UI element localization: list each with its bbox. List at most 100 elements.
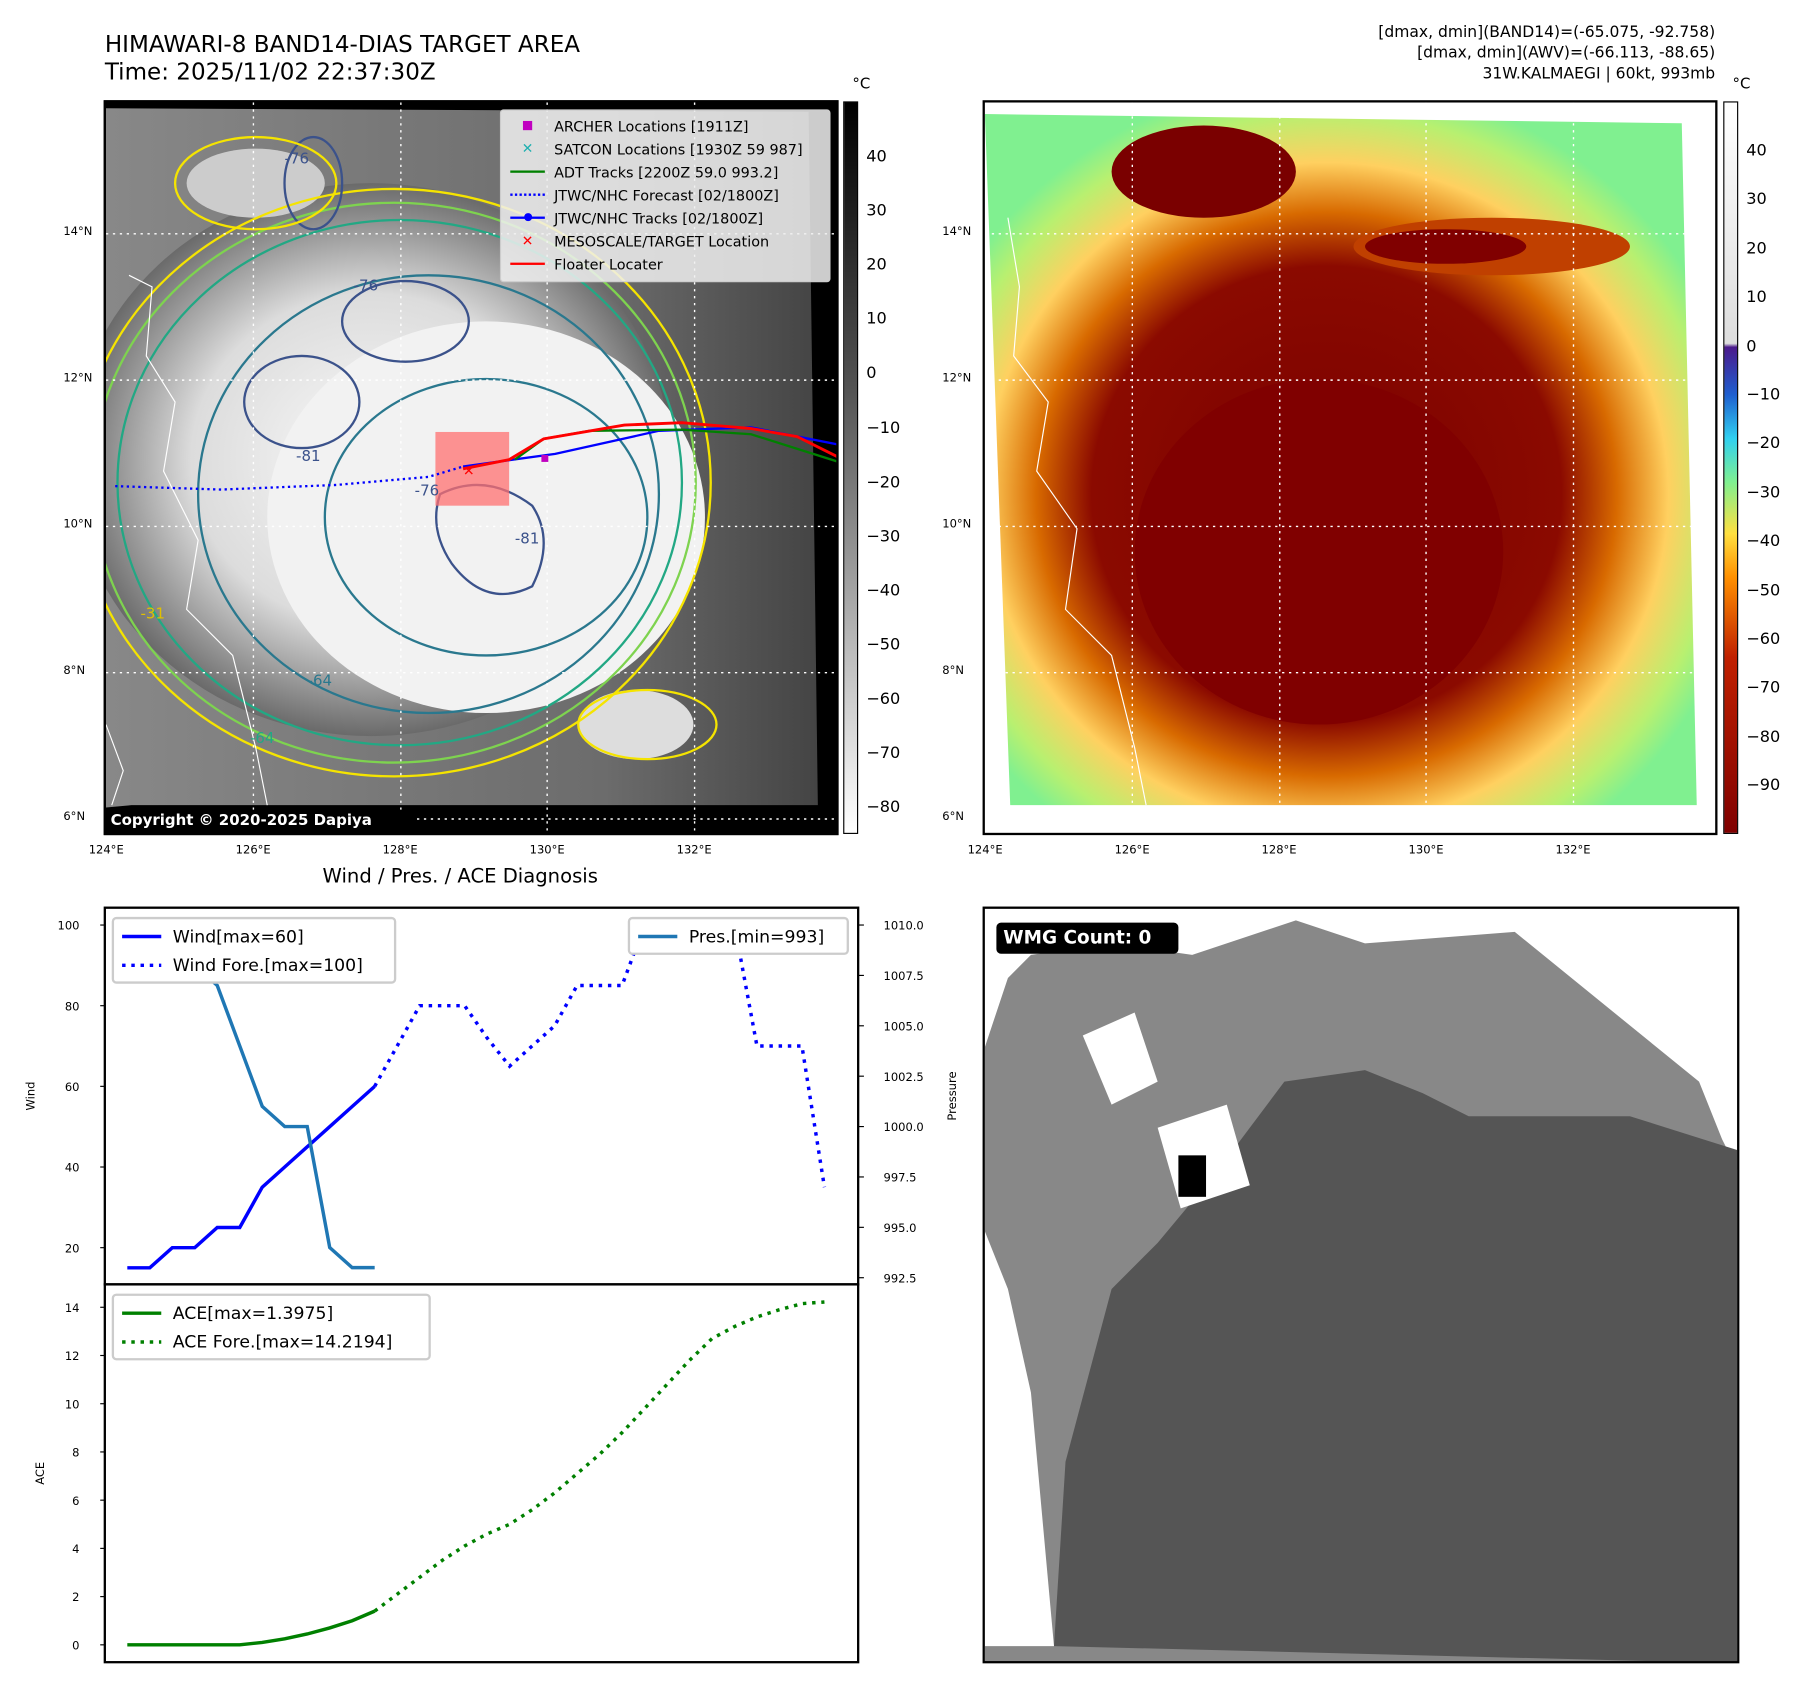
lat-tick-label: 8°N — [63, 664, 86, 678]
colorbar-tick-label: −30 — [866, 527, 901, 546]
legend-entry: ✕ MESOSCALE/TARGET Location — [501, 229, 829, 252]
lon-tick-label: 132°E — [676, 844, 712, 858]
contour-label: -64 — [307, 672, 333, 690]
legend-label: Wind Fore.[max=100] — [173, 956, 363, 976]
band14-map: ✕ Copyright © 2020-2025 Dapiya -76 -76 -… — [103, 100, 839, 836]
colorbar-tick-label: −70 — [1746, 678, 1781, 698]
chart-title: Wind / Pres. / ACE Diagnosis — [322, 865, 598, 889]
y-tick-label: 8 — [72, 1446, 79, 1460]
y2-tick-label: 1005.0 — [884, 1019, 924, 1033]
series-line-ace — [127, 1609, 376, 1647]
colorbar-unit: °C — [1732, 76, 1751, 94]
awv-colorbar — [1723, 101, 1739, 834]
series-line-wind — [127, 1085, 376, 1270]
y-tick-label: 0 — [72, 1638, 79, 1652]
legend-label: ACE[max=1.3975] — [173, 1304, 333, 1324]
colorbar-tick-label: 20 — [866, 255, 887, 275]
lon-tick-label: 126°E — [235, 844, 271, 858]
legend-label: JTWC/NHC Forecast [02/1800Z] — [554, 186, 779, 204]
contour-label: -76 — [353, 277, 379, 295]
legend-label: Pres.[min=993] — [689, 927, 824, 947]
legend-entry: JTWC/NHC Forecast [02/1800Z] — [501, 183, 829, 206]
lat-tick-label: 14°N — [942, 225, 972, 239]
legend-label: SATCON Locations [1930Z 59 987] — [554, 139, 803, 158]
info-awv: [dmax, dmin](AWV)=(-66.113, -88.65) — [1417, 43, 1716, 63]
figure-title: HIMAWARI-8 BAND14-DIAS TARGET AREA — [104, 29, 581, 58]
chart-legend: Wind[max=60] Wind Fore.[max=100] — [111, 916, 397, 984]
lon-tick-label: 130°E — [1408, 844, 1444, 858]
colorbar-tick-label: 40 — [1746, 141, 1767, 161]
y2-tick-label: 992.5 — [884, 1271, 917, 1285]
colorbar-tick-label: −20 — [866, 472, 901, 492]
colorbar-tick-label: −80 — [1746, 727, 1781, 747]
colorbar-tick-label: −80 — [866, 798, 901, 817]
legend-label: ACE Fore.[max=14.2194] — [173, 1333, 393, 1353]
floater-track — [462, 421, 837, 471]
colorbar-tick-label: −50 — [866, 635, 901, 655]
colorbar-tick-label: −50 — [1746, 581, 1781, 600]
wmg-count-badge: WMG Count: 0 — [1003, 926, 1152, 949]
colorbar-tick-label: −70 — [866, 744, 901, 763]
colorbar-tick-label: −60 — [1746, 630, 1781, 649]
lat-tick-label: 10°N — [942, 518, 972, 532]
colorbar-tick-label: −60 — [866, 689, 901, 709]
lat-tick-label: 12°N — [63, 372, 93, 385]
y-tick-label: 6 — [72, 1494, 79, 1508]
wmg-panel: WMG Count: 0 — [982, 906, 1740, 1664]
lat-tick-label: 6°N — [942, 810, 964, 824]
lat-tick-label: 12°N — [942, 372, 972, 385]
series-line-wind-fore- — [373, 923, 827, 1188]
map-legend: ARCHER Locations [1911Z] ✕ SATCON Location… — [499, 109, 831, 283]
contour-label: -81 — [296, 448, 321, 466]
legend-symbol-icon — [508, 193, 547, 196]
floater-box — [435, 431, 510, 506]
wmg-image — [984, 920, 1738, 1662]
contour-label: -81 — [514, 531, 540, 549]
colorbar-tick-label: 40 — [866, 147, 887, 166]
y-tick-label: 80 — [65, 999, 80, 1013]
y-tick-label: 14 — [65, 1301, 80, 1315]
colorbar-tick-label: −30 — [1746, 483, 1781, 502]
y2-tick-label: 997.5 — [884, 1171, 917, 1185]
contour-label: -31 — [140, 605, 165, 624]
target-marker: ✕ — [463, 464, 475, 480]
legend-symbol-icon — [508, 262, 547, 265]
chart-legend: Pres.[min=993] — [627, 916, 849, 955]
plot-frame — [103, 1283, 860, 1664]
colorbar-tick-label: −20 — [1746, 434, 1781, 454]
colorbar-tick-label: −40 — [1746, 532, 1781, 551]
contour-label: -64 — [249, 730, 275, 748]
archer-marker — [541, 455, 549, 462]
lon-tick-label: 130°E — [529, 844, 565, 858]
colorbar-tick-label: 0 — [866, 364, 877, 383]
colorbar-tick-label: 30 — [1746, 190, 1767, 209]
lon-tick-label: 132°E — [1555, 844, 1591, 858]
legend-entry: Floater Locater — [501, 252, 829, 275]
contour-label: -76 — [284, 150, 309, 169]
chart-legend: ACE[max=1.3975] ACE Fore.[max=14.2194] — [111, 1293, 431, 1361]
y2-tick-label: 1007.5 — [884, 969, 924, 983]
y-tick-label: 100 — [58, 919, 80, 933]
legend-label: ADT Tracks [2200Z 59.0 993.2] — [554, 162, 779, 181]
y-tick-label: 10 — [65, 1397, 80, 1411]
lon-tick-label: 128°E — [1261, 844, 1297, 858]
y-axis-label: ACE — [33, 1462, 47, 1485]
legend-symbol-icon: ✕ — [521, 232, 534, 249]
colorbar-tick-label: 20 — [1746, 239, 1767, 258]
lon-tick-label: 128°E — [382, 844, 418, 858]
info-storm: 31W.KALMAEGI | 60kt, 993mb — [1482, 64, 1716, 83]
band14-colorbar — [843, 101, 859, 834]
y-tick-label: 2 — [72, 1590, 79, 1604]
colorbar-tick-label: −10 — [866, 418, 901, 438]
y2-tick-label: 995.0 — [884, 1221, 917, 1235]
colorbar-unit: °C — [852, 76, 871, 94]
contour-label: -76 — [414, 482, 440, 500]
y-tick-label: 60 — [65, 1080, 80, 1094]
colorbar-tick-label: −90 — [1746, 776, 1781, 796]
y-tick-label: 4 — [72, 1542, 79, 1556]
y-tick-label: 40 — [65, 1161, 80, 1175]
lon-tick-label: 124°E — [88, 844, 124, 858]
series-line-ace-fore- — [373, 1300, 825, 1613]
y2-tick-label: 1002.5 — [884, 1070, 924, 1084]
legend-symbol-icon — [508, 170, 547, 173]
